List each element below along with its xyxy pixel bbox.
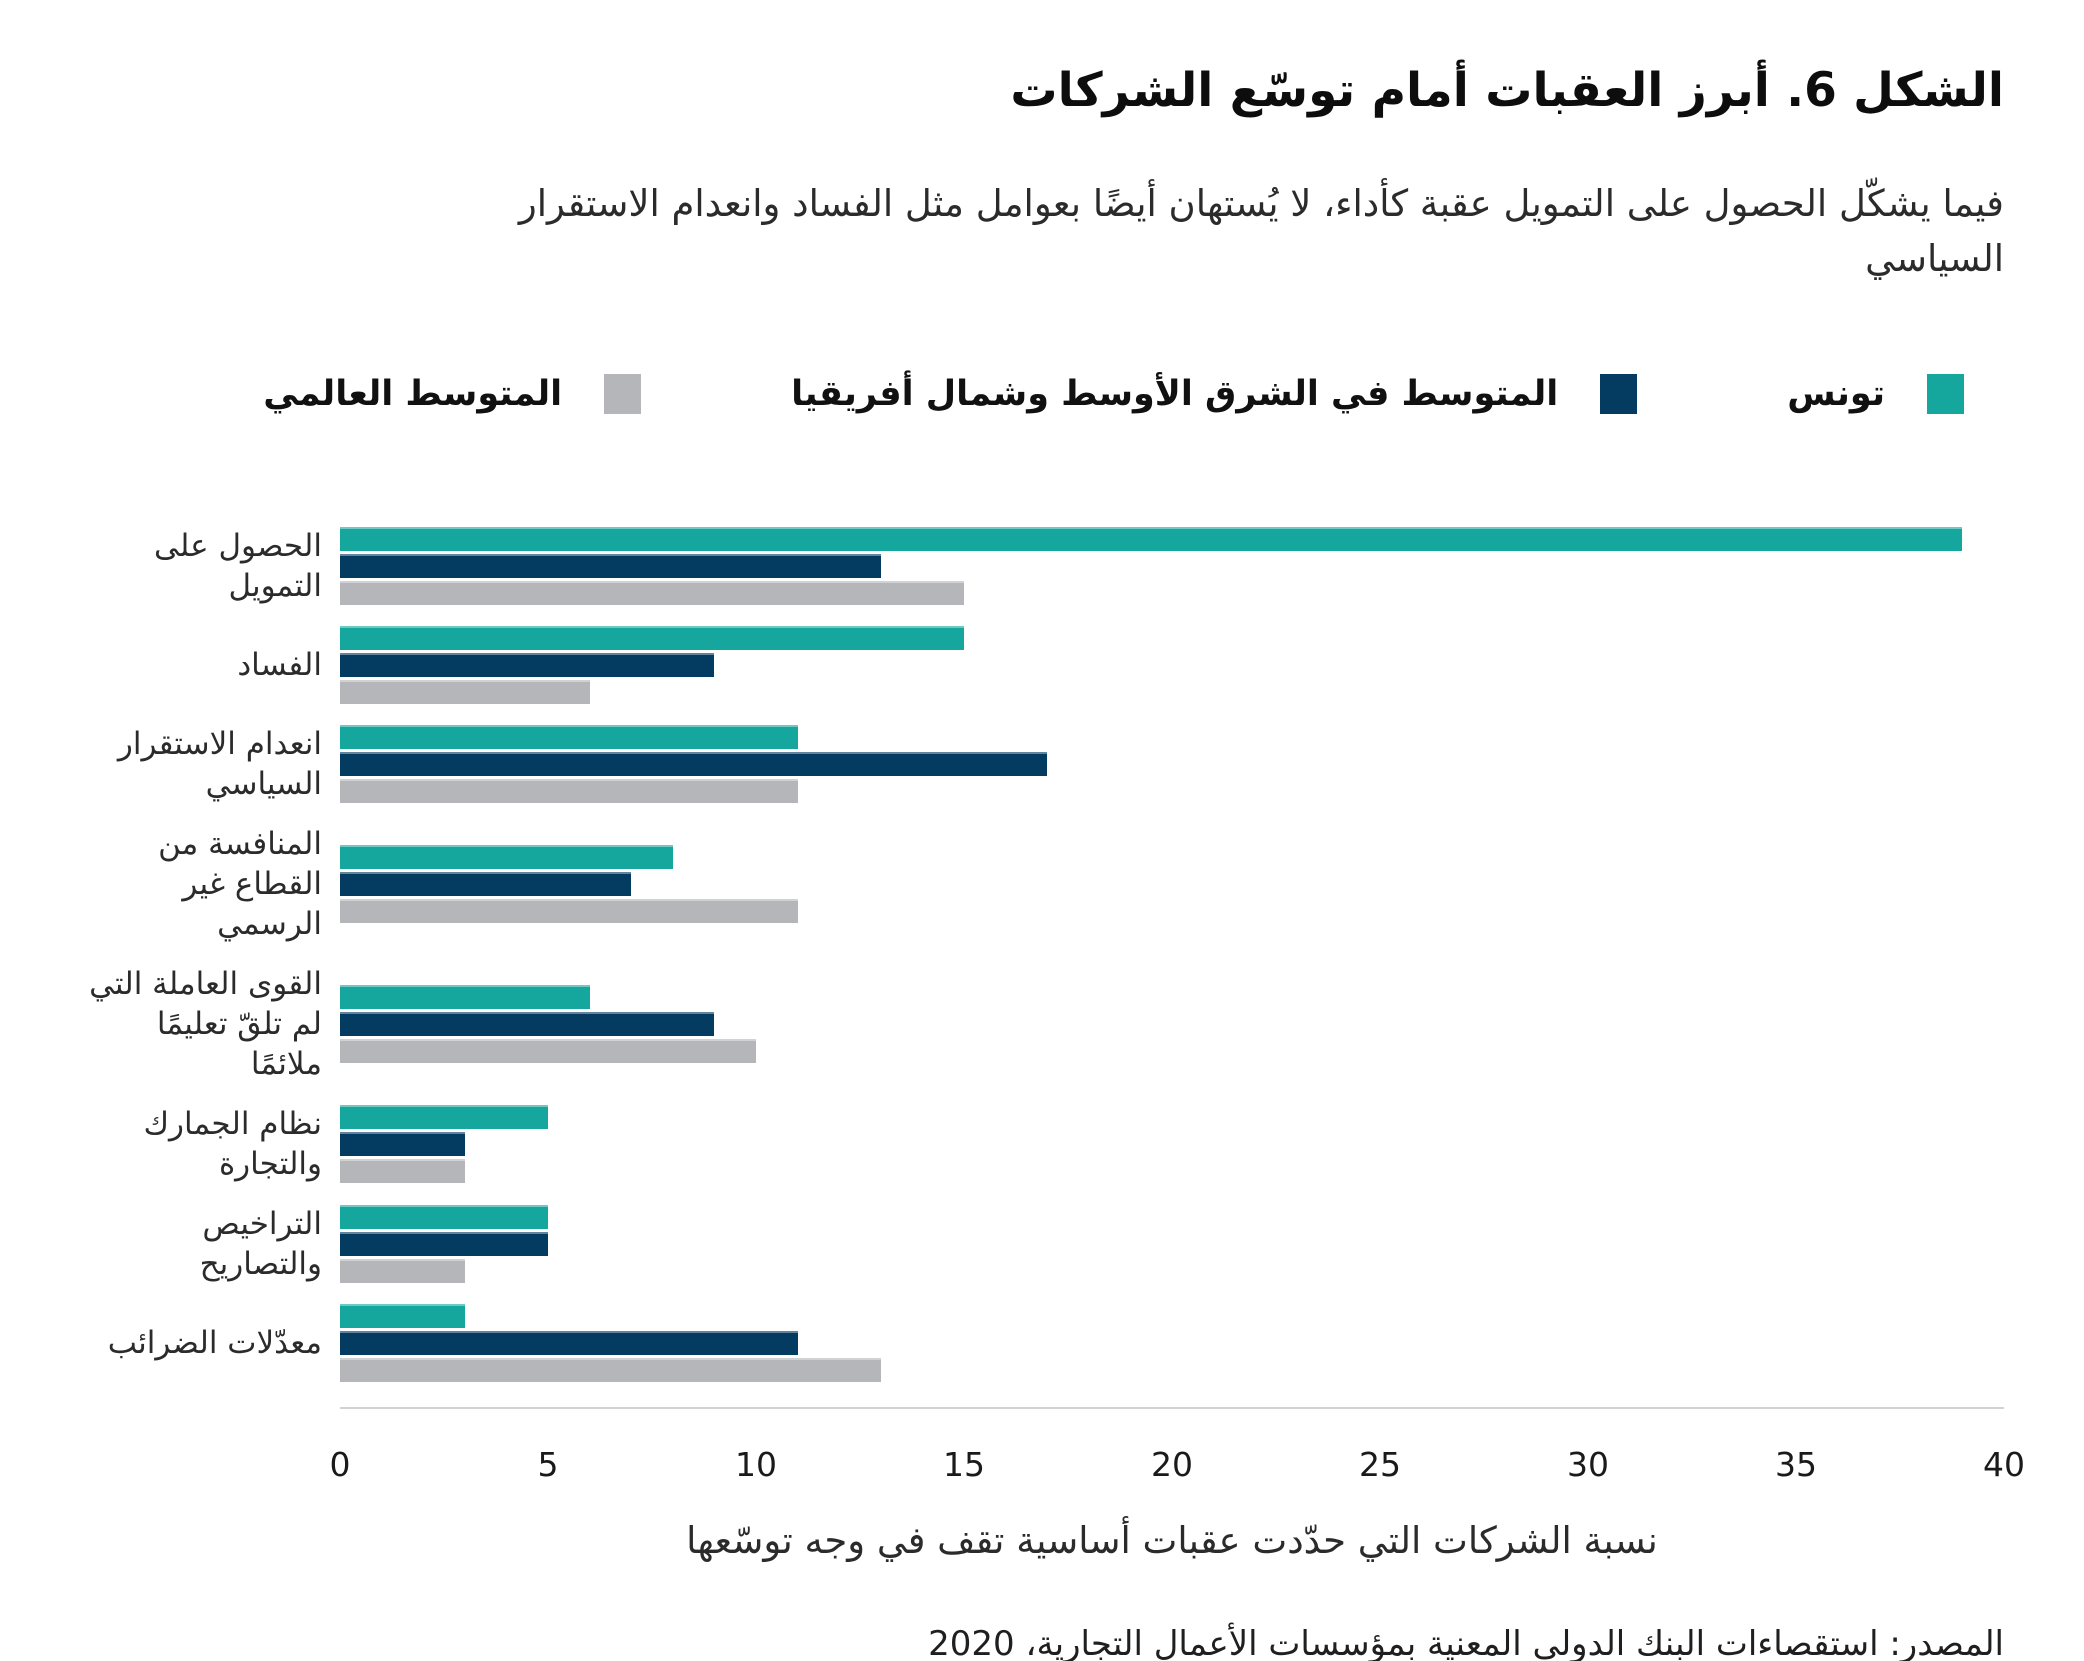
bar-mena-average <box>340 1331 798 1355</box>
bar-group <box>340 1304 2004 1382</box>
category-group: التراخيص والتصاريح <box>80 1204 2004 1304</box>
bar-mena-average <box>340 1012 715 1036</box>
legend: تونس المتوسط في الشرق الأوسط وشمال أفريق… <box>80 374 2004 414</box>
bar-group <box>340 725 2004 803</box>
x-tick: 25 <box>1359 1445 1401 1484</box>
category-label: معدّلات الضرائب <box>107 1325 322 1361</box>
bar-tunisia <box>340 1105 548 1129</box>
bar-chart: الحصول على التمويل الفساد انعدام الاستقرار… <box>80 526 2025 1503</box>
category-group: المنافسة من القطاع غير الرسمي <box>80 824 2004 964</box>
bar-tunisia <box>340 725 798 749</box>
bar-world-average <box>340 779 798 803</box>
bar-world-average <box>340 581 964 605</box>
x-tick: 35 <box>1775 1445 1817 1484</box>
figure-title: الشكل 6. أبرز العقبات أمام توسّع الشركات <box>1010 63 2004 118</box>
category-label: المنافسة من القطاع غير الرسمي <box>158 826 322 942</box>
bar-group <box>340 626 2004 704</box>
category-label: القوى العاملة التي لم تلقّ تعليمًا ملائم… <box>89 966 322 1082</box>
bar-tunisia <box>340 626 964 650</box>
bar-tunisia <box>340 845 673 869</box>
category-label: الفساد <box>237 647 322 683</box>
category-label: انعدام الاستقرار السياسي <box>117 726 322 802</box>
x-tick: 5 <box>537 1445 559 1484</box>
bar-tunisia <box>340 527 1963 551</box>
x-tick: 30 <box>1567 1445 1609 1484</box>
legend-swatch-mena-average <box>1600 374 1638 414</box>
bar-tunisia <box>340 1304 465 1328</box>
x-tick: 0 <box>329 1445 351 1484</box>
x-tick: 20 <box>1151 1445 1193 1484</box>
bar-world-average <box>340 680 590 704</box>
bar-group <box>340 527 2004 605</box>
x-tick: 10 <box>735 1445 777 1484</box>
figure-subtitle: فيما يشكّل الحصول على التمويل عقبة كأداء… <box>518 182 2004 280</box>
bar-group <box>340 1205 2004 1283</box>
bar-tunisia <box>340 985 590 1009</box>
bar-world-average <box>340 1259 465 1283</box>
bar-mena-average <box>340 1232 548 1256</box>
bar-world-average <box>340 1358 881 1382</box>
bar-group <box>340 985 2004 1063</box>
source-note: المصدر: استقصاءات البنك الدولي المعنية ب… <box>928 1624 2004 1661</box>
category-group: القوى العاملة التي لم تلقّ تعليمًا ملائم… <box>80 964 2004 1104</box>
x-tick: 15 <box>943 1445 985 1484</box>
category-group: انعدام الاستقرار السياسي <box>80 724 2004 824</box>
legend-item-world-average: المتوسط العالمي <box>263 374 642 414</box>
bar-group <box>340 1105 2004 1183</box>
legend-swatch-tunisia <box>1927 374 1964 414</box>
bar-mena-average <box>340 752 1048 776</box>
category-group: الحصول على التمويل <box>80 526 2004 626</box>
bar-tunisia <box>340 1205 548 1229</box>
bar-mena-average <box>340 872 632 896</box>
category-label: نظام الجمارك والتجارة <box>143 1106 322 1182</box>
category-group: الفساد <box>80 626 2004 724</box>
category-label: الحصول على التمويل <box>154 528 322 604</box>
legend-item-mena-average: المتوسط في الشرق الأوسط وشمال أفريقيا <box>791 374 1638 414</box>
bar-mena-average <box>340 554 881 578</box>
bar-mena-average <box>340 653 715 677</box>
bar-world-average <box>340 1159 465 1183</box>
bar-world-average <box>340 899 798 923</box>
plot-area: الحصول على التمويل الفساد انعدام الاستقرار… <box>80 526 2004 1402</box>
legend-label-world-average: المتوسط العالمي <box>263 374 563 414</box>
legend-swatch-world-average <box>604 374 642 414</box>
x-axis: 0 5 10 15 20 25 30 35 40 <box>330 1407 2025 1503</box>
bar-mena-average <box>340 1132 465 1156</box>
bar-group <box>340 845 2004 923</box>
x-axis-title: نسبة الشركات التي حدّدت عقبات أساسية تقف… <box>686 1519 1658 1562</box>
category-label: التراخيص والتصاريح <box>199 1206 322 1282</box>
legend-label-mena-average: المتوسط في الشرق الأوسط وشمال أفريقيا <box>791 374 1559 414</box>
category-group: نظام الجمارك والتجارة <box>80 1104 2004 1204</box>
legend-label-tunisia: تونس <box>1787 374 1885 414</box>
legend-item-tunisia: تونس <box>1787 374 1964 414</box>
x-tick: 40 <box>1983 1445 2025 1484</box>
category-group: معدّلات الضرائب <box>80 1304 2004 1402</box>
bar-world-average <box>340 1039 756 1063</box>
